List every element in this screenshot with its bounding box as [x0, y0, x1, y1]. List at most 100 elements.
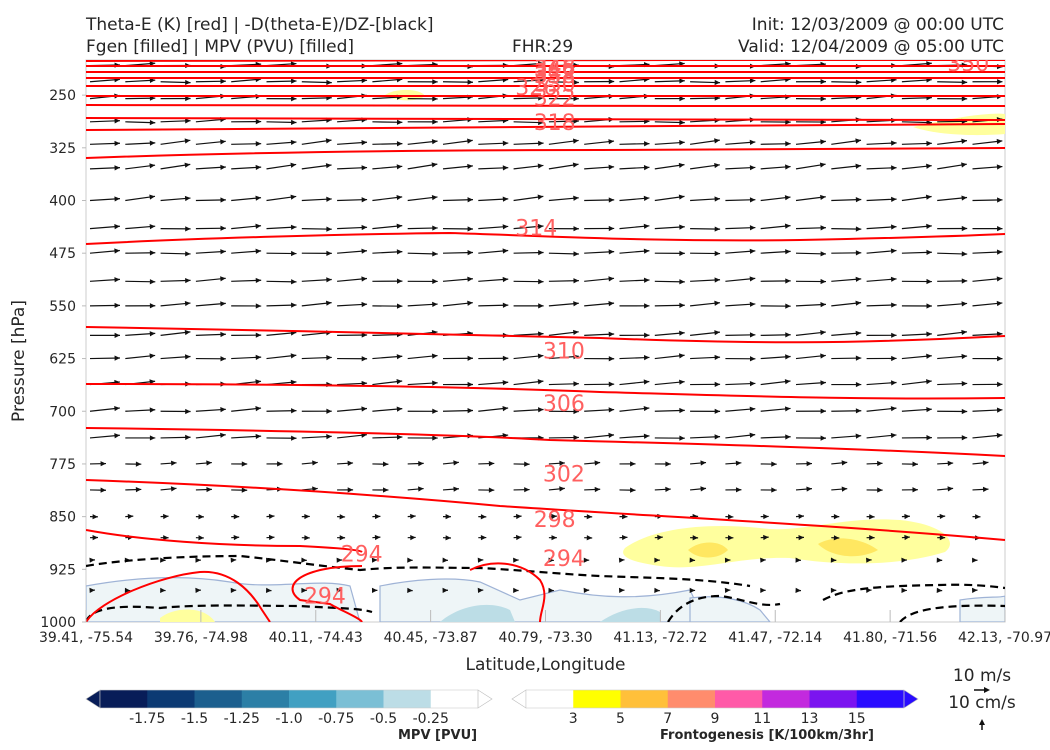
wind-arrow-head	[594, 486, 601, 493]
wind-arrow-head	[149, 250, 156, 256]
wind-arrow-head	[326, 250, 332, 256]
wind-arrow-head	[714, 354, 721, 361]
wind-arrow-head	[643, 277, 650, 283]
wind-arrow	[1008, 167, 1038, 168]
wind-arrow-head	[480, 535, 487, 541]
wind-arrow-head	[855, 163, 862, 169]
wind-arrow-head	[714, 196, 721, 202]
wind-arrow-head	[548, 557, 554, 563]
wind-arrow-head	[820, 225, 826, 231]
theta-e-label: 302	[543, 462, 585, 487]
wind-arrow-head	[336, 587, 343, 594]
wind-arrow-head	[982, 486, 989, 492]
stability-contour	[822, 583, 1005, 601]
theta-e-contour	[86, 383, 1005, 400]
wind-arrow-head	[396, 223, 403, 229]
wind-arrow-head	[291, 119, 297, 125]
wind-arrow-head	[1032, 277, 1038, 282]
theta-e-label: 298	[534, 508, 576, 533]
y-tick-label: 550	[49, 299, 76, 315]
wind-arrow-head	[220, 139, 226, 145]
theta-e-contour	[86, 117, 1005, 121]
wind-arrow-head	[926, 353, 932, 359]
wind-arrow-head	[513, 587, 519, 593]
wind-arrow-head	[784, 406, 791, 412]
fgen-colorbar-tick-label: 9	[711, 711, 720, 727]
theta-e-contour	[86, 231, 1005, 245]
fgen-colorbar-tick-label: 13	[801, 711, 819, 727]
wind-arrow-head	[185, 251, 191, 257]
wind-arrow-head	[926, 140, 932, 147]
wind-arrow-head	[961, 96, 968, 102]
wind-arrow-head	[689, 557, 696, 563]
wind-arrow-head	[996, 407, 1003, 413]
chart-title-line2: Fgen [filled] | MPV (PVU) [filled]	[86, 37, 355, 57]
wind-arrow-head	[926, 435, 932, 441]
wind-arrow-head	[538, 119, 544, 126]
wind-arrow-head	[939, 513, 946, 520]
wind-arrow-head	[869, 514, 875, 520]
wind-arrow-head	[926, 379, 932, 385]
wind-arrow-head	[608, 331, 615, 337]
wind-arrow-head	[820, 79, 826, 85]
wind-arrow-head	[432, 435, 438, 441]
wind-arrow	[1008, 65, 1038, 66]
wind-arrow-head	[89, 587, 95, 594]
wind-arrow-head	[467, 138, 473, 144]
wind-arrow-head	[301, 587, 307, 593]
wind-arrow-head	[537, 223, 544, 230]
wind-arrow-head	[538, 250, 544, 256]
theta-e-label: 346	[534, 57, 576, 82]
wind-arrow-head	[467, 408, 473, 414]
wind-arrow-head	[785, 278, 791, 284]
wind-arrow-head	[961, 79, 968, 85]
wind-arrow-head	[149, 77, 156, 84]
wind-arrow-head	[255, 406, 262, 412]
mpv-colorbar-tick-label: -1.5	[181, 711, 208, 727]
wind-arrow-head	[255, 119, 262, 125]
wind-arrow-head	[749, 432, 756, 438]
wind-arrow-head	[608, 381, 615, 387]
wind-arrow-head	[206, 460, 212, 466]
wind-arrow-head	[467, 197, 473, 203]
wind-arrow-head	[608, 407, 615, 413]
wind-arrow-head	[833, 535, 840, 541]
wind-arrow-head	[396, 434, 403, 440]
wind-arrow-head	[326, 434, 332, 440]
wind-arrow	[1008, 382, 1038, 385]
wind-arrow	[1008, 96, 1038, 99]
mpv-colorbar-segment	[430, 690, 479, 708]
wind-arrow-head	[184, 354, 191, 360]
wind-arrow-head	[912, 487, 918, 493]
wind-arrow-head	[1032, 119, 1037, 124]
wind-arrow-head	[515, 534, 522, 541]
theta-e-label: 322	[534, 87, 576, 112]
wind-arrow-head	[290, 194, 297, 200]
wind-arrow-head	[361, 276, 367, 282]
wind-arrow-head	[1032, 165, 1038, 170]
wind-arrow-head	[185, 79, 191, 86]
wind-arrow	[1008, 79, 1038, 82]
wind-arrow-head	[255, 433, 262, 440]
wind-arrow-head	[149, 224, 156, 230]
wind-arrow-head	[714, 300, 720, 306]
y-axis-label: Pressure [hPa]	[9, 300, 29, 422]
wind-arrow-head	[926, 223, 932, 229]
wind-arrow-head	[714, 408, 721, 414]
wind-arrow-head	[700, 486, 707, 492]
wind-arrow-head	[255, 141, 262, 147]
wind-arrow-head	[396, 354, 403, 360]
wind-arrow-head	[714, 250, 721, 257]
wind-arrow-head	[855, 433, 862, 439]
wind-arrow-head	[760, 587, 766, 594]
wind-arrow-head	[961, 301, 968, 307]
wind-arrow-head	[114, 196, 120, 202]
wind-arrow-head	[1032, 196, 1038, 201]
wind-arrow-head	[583, 587, 590, 594]
wind-arrow-head	[749, 165, 756, 171]
wind-arrow-head	[431, 353, 438, 359]
wind-arrow-head	[572, 138, 579, 144]
wind-arrow-head	[149, 331, 156, 337]
wind-arrow-head	[996, 300, 1003, 307]
wind-arrow-head	[785, 434, 791, 440]
